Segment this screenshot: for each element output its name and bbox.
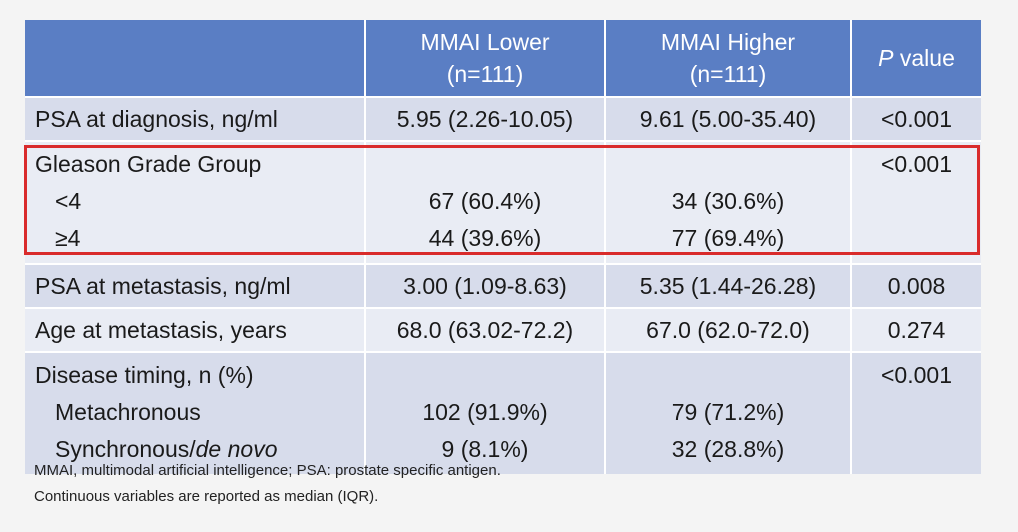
cell-label: Gleason Grade Group <4 ≥4 [25, 140, 366, 263]
cell-lower: 67 (60.4%) 44 (39.6%) [366, 140, 606, 263]
cell-higher: 9.61 (5.00-35.40) [606, 96, 852, 140]
cell-p: <0.001 [852, 351, 981, 474]
sub-label: Synchronous/de novo [25, 431, 364, 468]
results-table: MMAI Lower (n=111) MMAI Higher (n=111) P… [25, 20, 981, 474]
cell-higher: 5.35 (1.44-26.28) [606, 263, 852, 307]
header-p-rest: value [893, 45, 955, 71]
value-lower: 44 (39.6%) [428, 225, 542, 251]
cell-p: <0.001 [852, 140, 981, 263]
value-higher: 34 (30.6%) [671, 188, 785, 214]
value-higher: 77 (69.4%) [671, 225, 785, 251]
value-higher: 79 (71.2%) [671, 399, 785, 425]
table-row-gleason: Gleason Grade Group <4 ≥4 67 (60.4%) 44 … [25, 140, 981, 263]
cell-p: <0.001 [852, 96, 981, 140]
cell-higher: 67.0 (62.0-72.0) [606, 307, 852, 351]
header-p-italic: P [878, 45, 894, 71]
sub-label: Metachronous [55, 399, 201, 425]
table-header-row: MMAI Lower (n=111) MMAI Higher (n=111) P… [25, 20, 981, 96]
value-lower: 102 (91.9%) [422, 399, 548, 425]
header-mmai-lower-n: (n=111) [446, 61, 524, 87]
cell-p: 0.008 [852, 263, 981, 307]
value-higher: 9.61 (5.00-35.40) [639, 106, 817, 132]
footnote-continuous: Continuous variables are reported as med… [34, 488, 379, 505]
row-label: PSA at metastasis, ng/ml [35, 273, 291, 299]
table-row-age-metastasis: Age at metastasis, years 68.0 (63.02-72.… [25, 307, 981, 351]
cell-higher: 79 (71.2%) 32 (28.8%) [606, 351, 852, 474]
value-lower: 68.0 (63.02-72.2) [396, 317, 574, 343]
value-lower: 67 (60.4%) [428, 188, 542, 214]
cell-p: 0.274 [852, 307, 981, 351]
value-lower: 9 (8.1%) [441, 436, 529, 462]
cell-label: Age at metastasis, years [25, 307, 366, 351]
footnote-abbreviations: MMAI, multimodal artificial intelligence… [34, 462, 501, 479]
row-label: Gleason Grade Group [35, 151, 262, 177]
p-value: <0.001 [881, 106, 952, 132]
header-mmai-lower-title: MMAI Lower [420, 29, 550, 55]
sub-label-italic: de novo [195, 436, 278, 462]
header-mmai-higher-n: (n=111) [689, 61, 767, 87]
table-row-psa-diagnosis: PSA at diagnosis, ng/ml 5.95 (2.26-10.05… [25, 96, 981, 140]
results-table-container: MMAI Lower (n=111) MMAI Higher (n=111) P… [25, 20, 981, 474]
cell-label: PSA at diagnosis, ng/ml [25, 96, 366, 140]
cell-lower: 68.0 (63.02-72.2) [366, 307, 606, 351]
value-higher: 32 (28.8%) [671, 436, 785, 462]
table-row-disease-timing: Disease timing, n (%) Metachronous Synch… [25, 351, 981, 474]
cell-lower: 102 (91.9%) 9 (8.1%) [366, 351, 606, 474]
p-value: <0.001 [881, 362, 952, 388]
value-lower: 3.00 (1.09-8.63) [403, 273, 567, 299]
footnotes: MMAI, multimodal artificial intelligence… [34, 458, 501, 510]
header-mmai-higher: MMAI Higher (n=111) [606, 20, 852, 96]
sub-label: <4 [55, 188, 82, 214]
cell-lower: 3.00 (1.09-8.63) [366, 263, 606, 307]
sub-label: ≥4 [55, 225, 81, 251]
cell-label: Disease timing, n (%) Metachronous Synch… [25, 351, 366, 474]
header-mmai-higher-title: MMAI Higher [660, 29, 796, 55]
row-label: Age at metastasis, years [35, 317, 287, 343]
header-p-value: P value [852, 20, 981, 96]
sub-label-plain: Synchronous/ [55, 436, 196, 462]
row-label: Disease timing, n (%) [35, 362, 254, 388]
p-value: <0.001 [881, 151, 952, 177]
value-higher: 67.0 (62.0-72.0) [646, 317, 810, 343]
cell-lower: 5.95 (2.26-10.05) [366, 96, 606, 140]
p-value: 0.008 [887, 273, 946, 299]
table-row-psa-metastasis: PSA at metastasis, ng/ml 3.00 (1.09-8.63… [25, 263, 981, 307]
cell-higher: 34 (30.6%) 77 (69.4%) [606, 140, 852, 263]
value-higher: 5.35 (1.44-26.28) [639, 273, 817, 299]
value-lower: 5.95 (2.26-10.05) [396, 106, 574, 132]
row-label: PSA at diagnosis, ng/ml [35, 106, 278, 132]
cell-label: PSA at metastasis, ng/ml [25, 263, 366, 307]
header-mmai-lower: MMAI Lower (n=111) [366, 20, 606, 96]
p-value: 0.274 [887, 317, 946, 343]
header-empty [25, 20, 366, 96]
